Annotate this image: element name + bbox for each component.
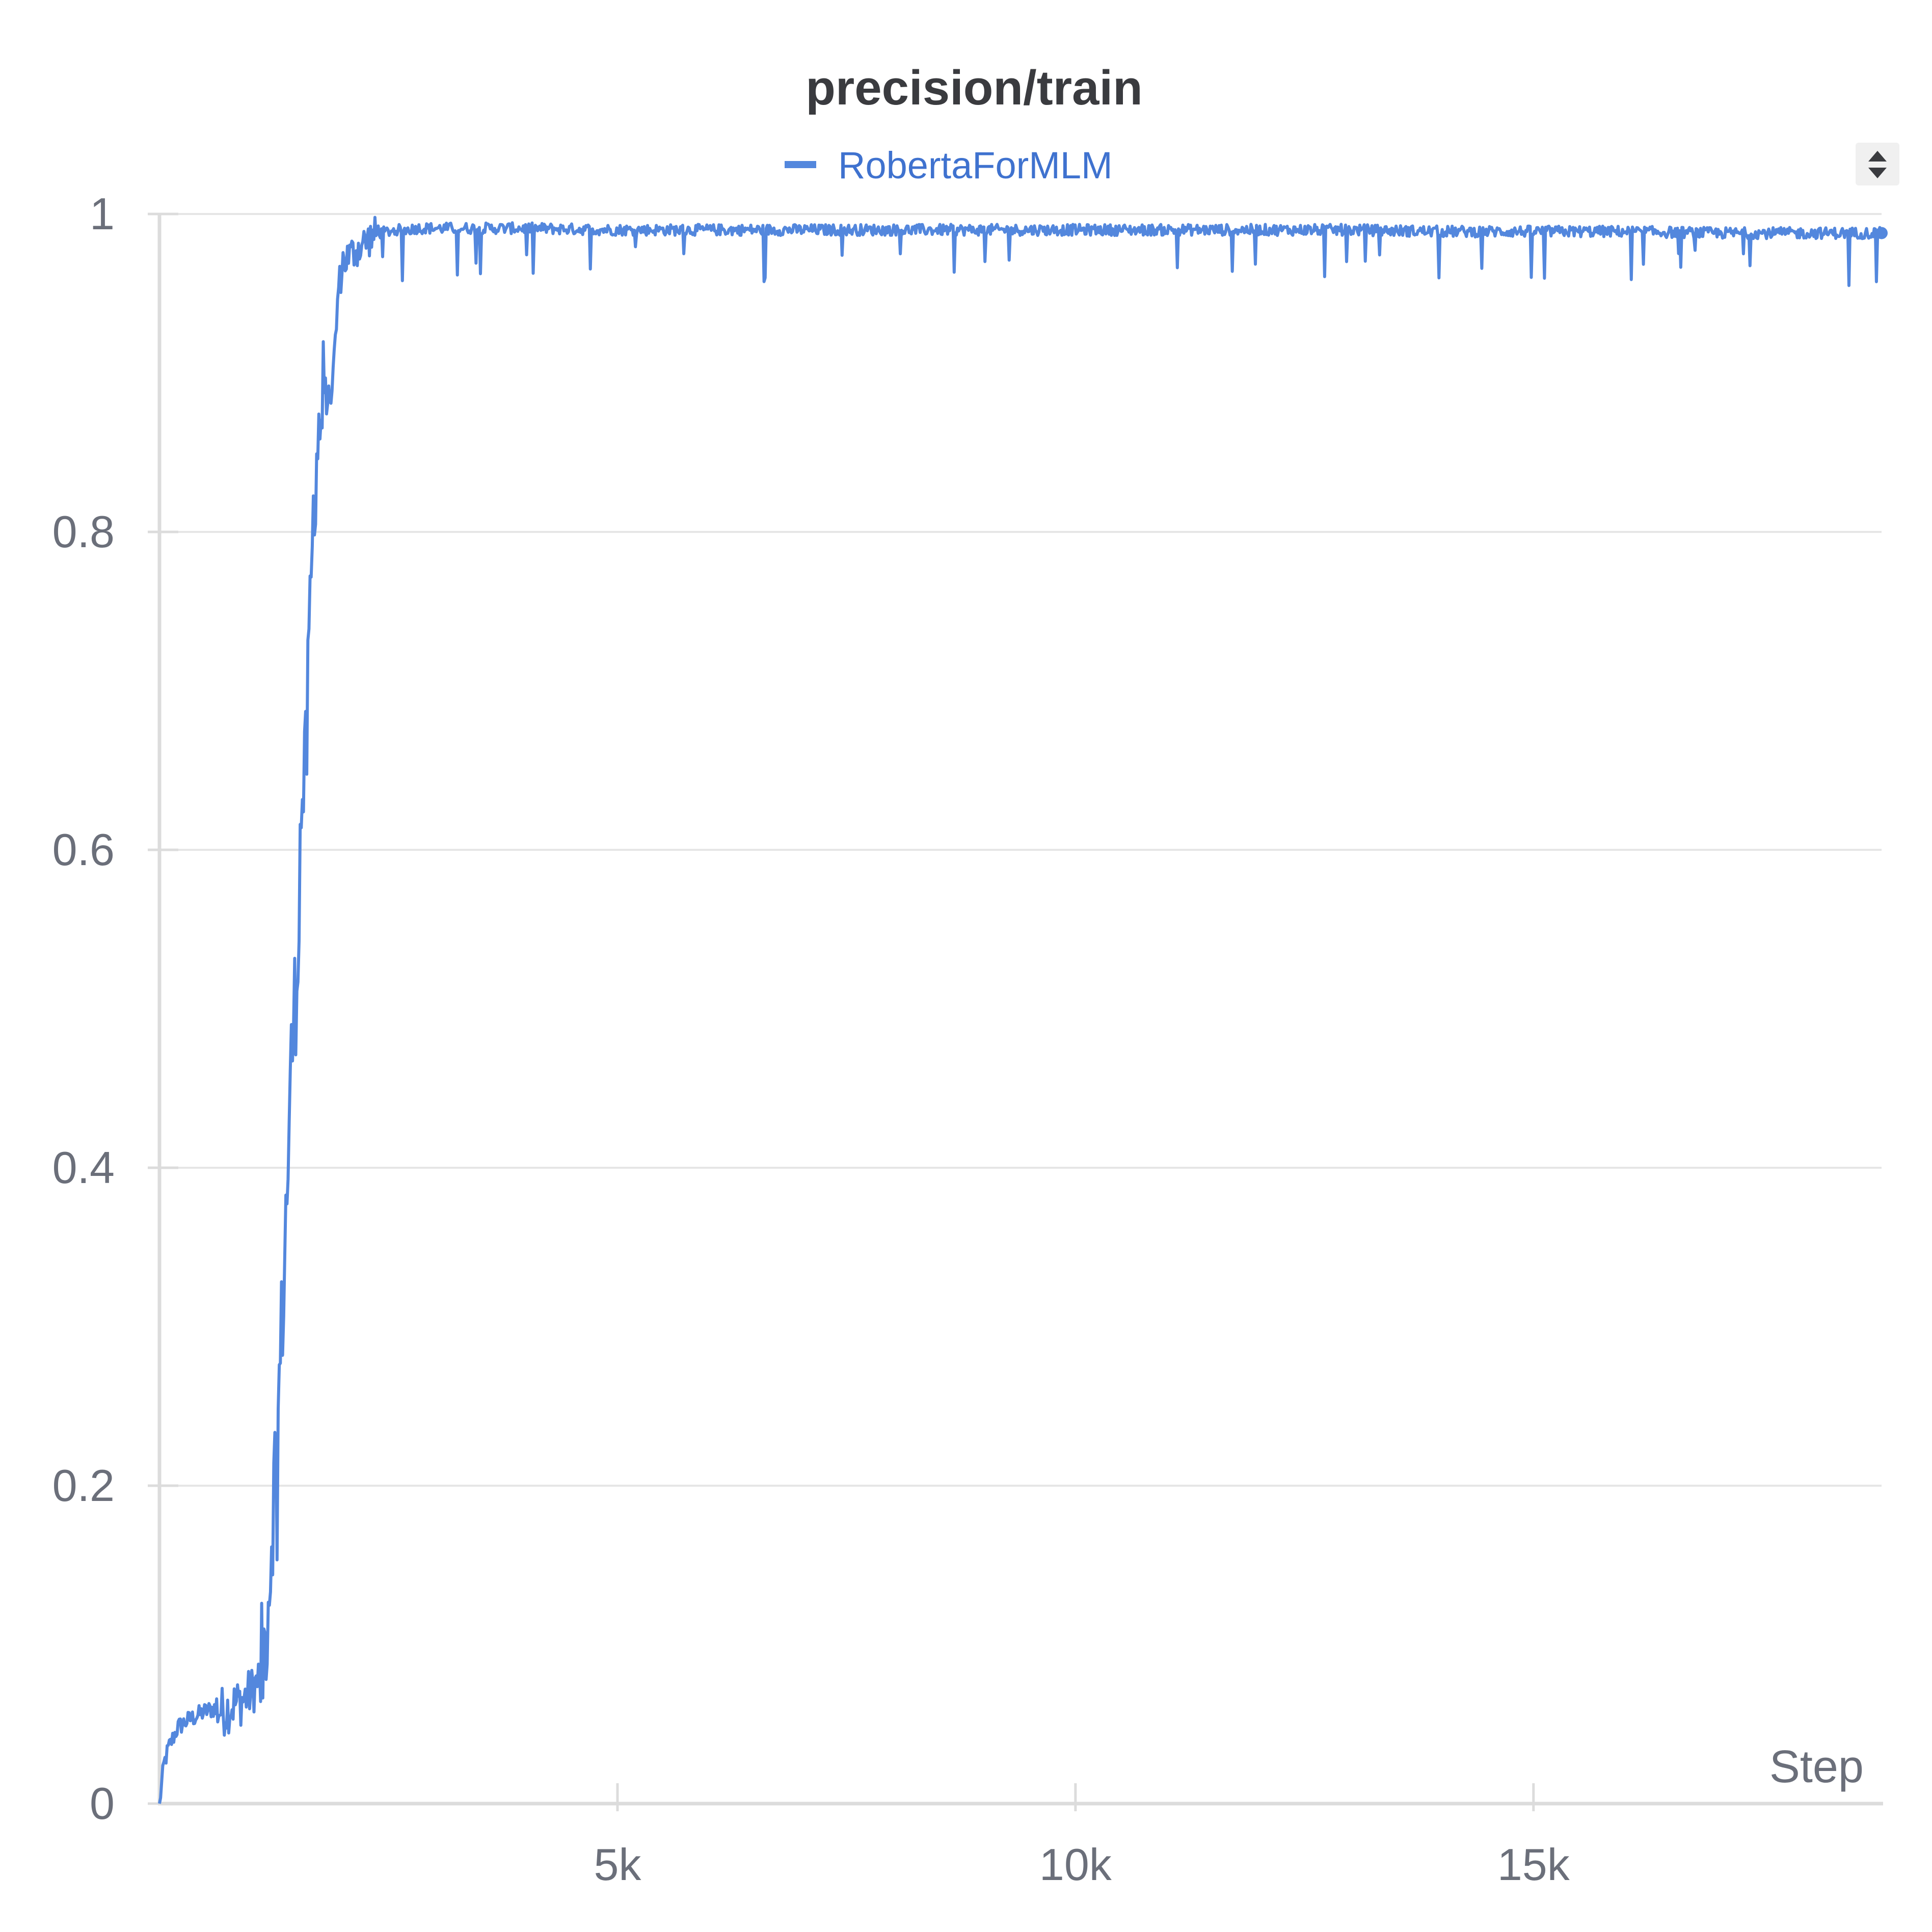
y-tick-label: 0.6 <box>52 824 115 875</box>
legend-label: RobertaForMLM <box>838 144 1113 186</box>
y-tick-label: 0 <box>90 1778 115 1829</box>
y-tick-label: 0.2 <box>52 1460 115 1511</box>
series-layer <box>158 216 1888 1804</box>
y-ticks: 0 0.2 0.4 0.6 0.8 1 <box>52 189 178 1829</box>
grid <box>159 213 1882 1487</box>
x-ticks: 5k 10k 15k <box>594 1783 1570 1890</box>
series-end-point <box>1875 227 1888 239</box>
y-tick-label: 0.8 <box>52 506 115 557</box>
axes <box>157 214 1883 1806</box>
sort-toggle-button[interactable] <box>1856 143 1899 185</box>
y-tick-label: 1 <box>90 189 115 239</box>
series-line-RobertaForMLM <box>158 216 1883 1804</box>
x-axis-label: Step <box>1769 1741 1864 1792</box>
chart-title: precision/train <box>806 61 1143 115</box>
y-tick-label: 0.4 <box>52 1142 115 1193</box>
x-tick-label: 5k <box>594 1839 641 1890</box>
sort-up-down-icon <box>1868 151 1887 178</box>
x-tick-label: 15k <box>1497 1839 1570 1890</box>
legend: RobertaForMLM <box>785 144 1113 186</box>
x-tick-label: 10k <box>1039 1839 1112 1890</box>
